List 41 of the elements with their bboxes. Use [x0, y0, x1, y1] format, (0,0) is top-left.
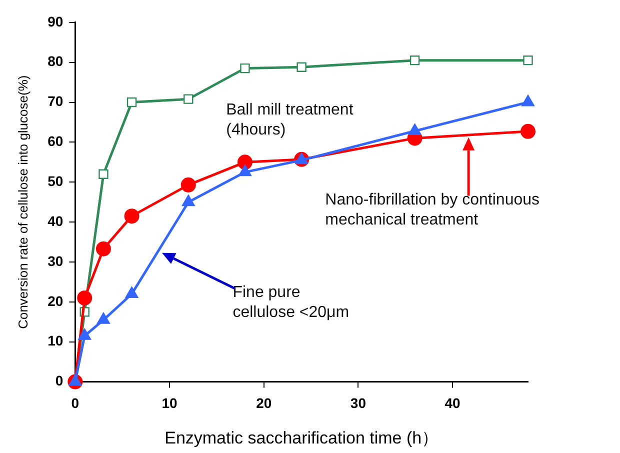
- x-tick-label: 30: [350, 395, 366, 412]
- point: [96, 241, 111, 256]
- point: [238, 164, 252, 176]
- point: [78, 328, 92, 340]
- annotation: Nano-fibrillation by continuous mechanical treatment: [325, 192, 540, 229]
- y-tick-label: 80: [48, 53, 64, 70]
- y-tick-label: 90: [48, 13, 64, 30]
- point: [96, 312, 110, 324]
- point: [523, 55, 533, 66]
- point: [184, 94, 194, 104]
- point: [520, 124, 536, 139]
- point: [68, 374, 82, 386]
- point: [240, 63, 250, 74]
- point: [125, 286, 138, 298]
- point: [408, 124, 422, 136]
- annotation: Ball mill treatment (4hours): [226, 102, 354, 139]
- point: [296, 62, 306, 72]
- x-tick-label: 40: [444, 395, 461, 412]
- x-axis-title: Enzymatic saccharification time (h）: [164, 428, 439, 448]
- point: [182, 194, 195, 206]
- y-tick-label: 0: [55, 372, 64, 389]
- point: [124, 208, 140, 224]
- y-tick-label: 20: [48, 292, 64, 309]
- point: [521, 94, 535, 106]
- y-tick-label: 40: [48, 212, 64, 229]
- point: [180, 177, 196, 192]
- annotation: Fine pure cellulose <20μm: [232, 284, 350, 322]
- x-tick-label: 0: [71, 395, 80, 412]
- point: [410, 55, 420, 66]
- y-tick-label: 50: [48, 172, 64, 189]
- x-tick-label: 10: [162, 395, 178, 412]
- x-tick-label: 20: [256, 395, 272, 412]
- y-tick-label: 10: [48, 332, 64, 349]
- point: [98, 169, 108, 179]
- y-tick-label: 60: [48, 133, 64, 150]
- y-tick-label: 30: [48, 252, 64, 269]
- y-tick-label: 70: [48, 93, 64, 110]
- point: [126, 97, 137, 108]
- point: [237, 154, 252, 170]
- point: [77, 290, 92, 306]
- y-axis-title: Conversion rate of cellulose into glucose(%): [15, 75, 30, 329]
